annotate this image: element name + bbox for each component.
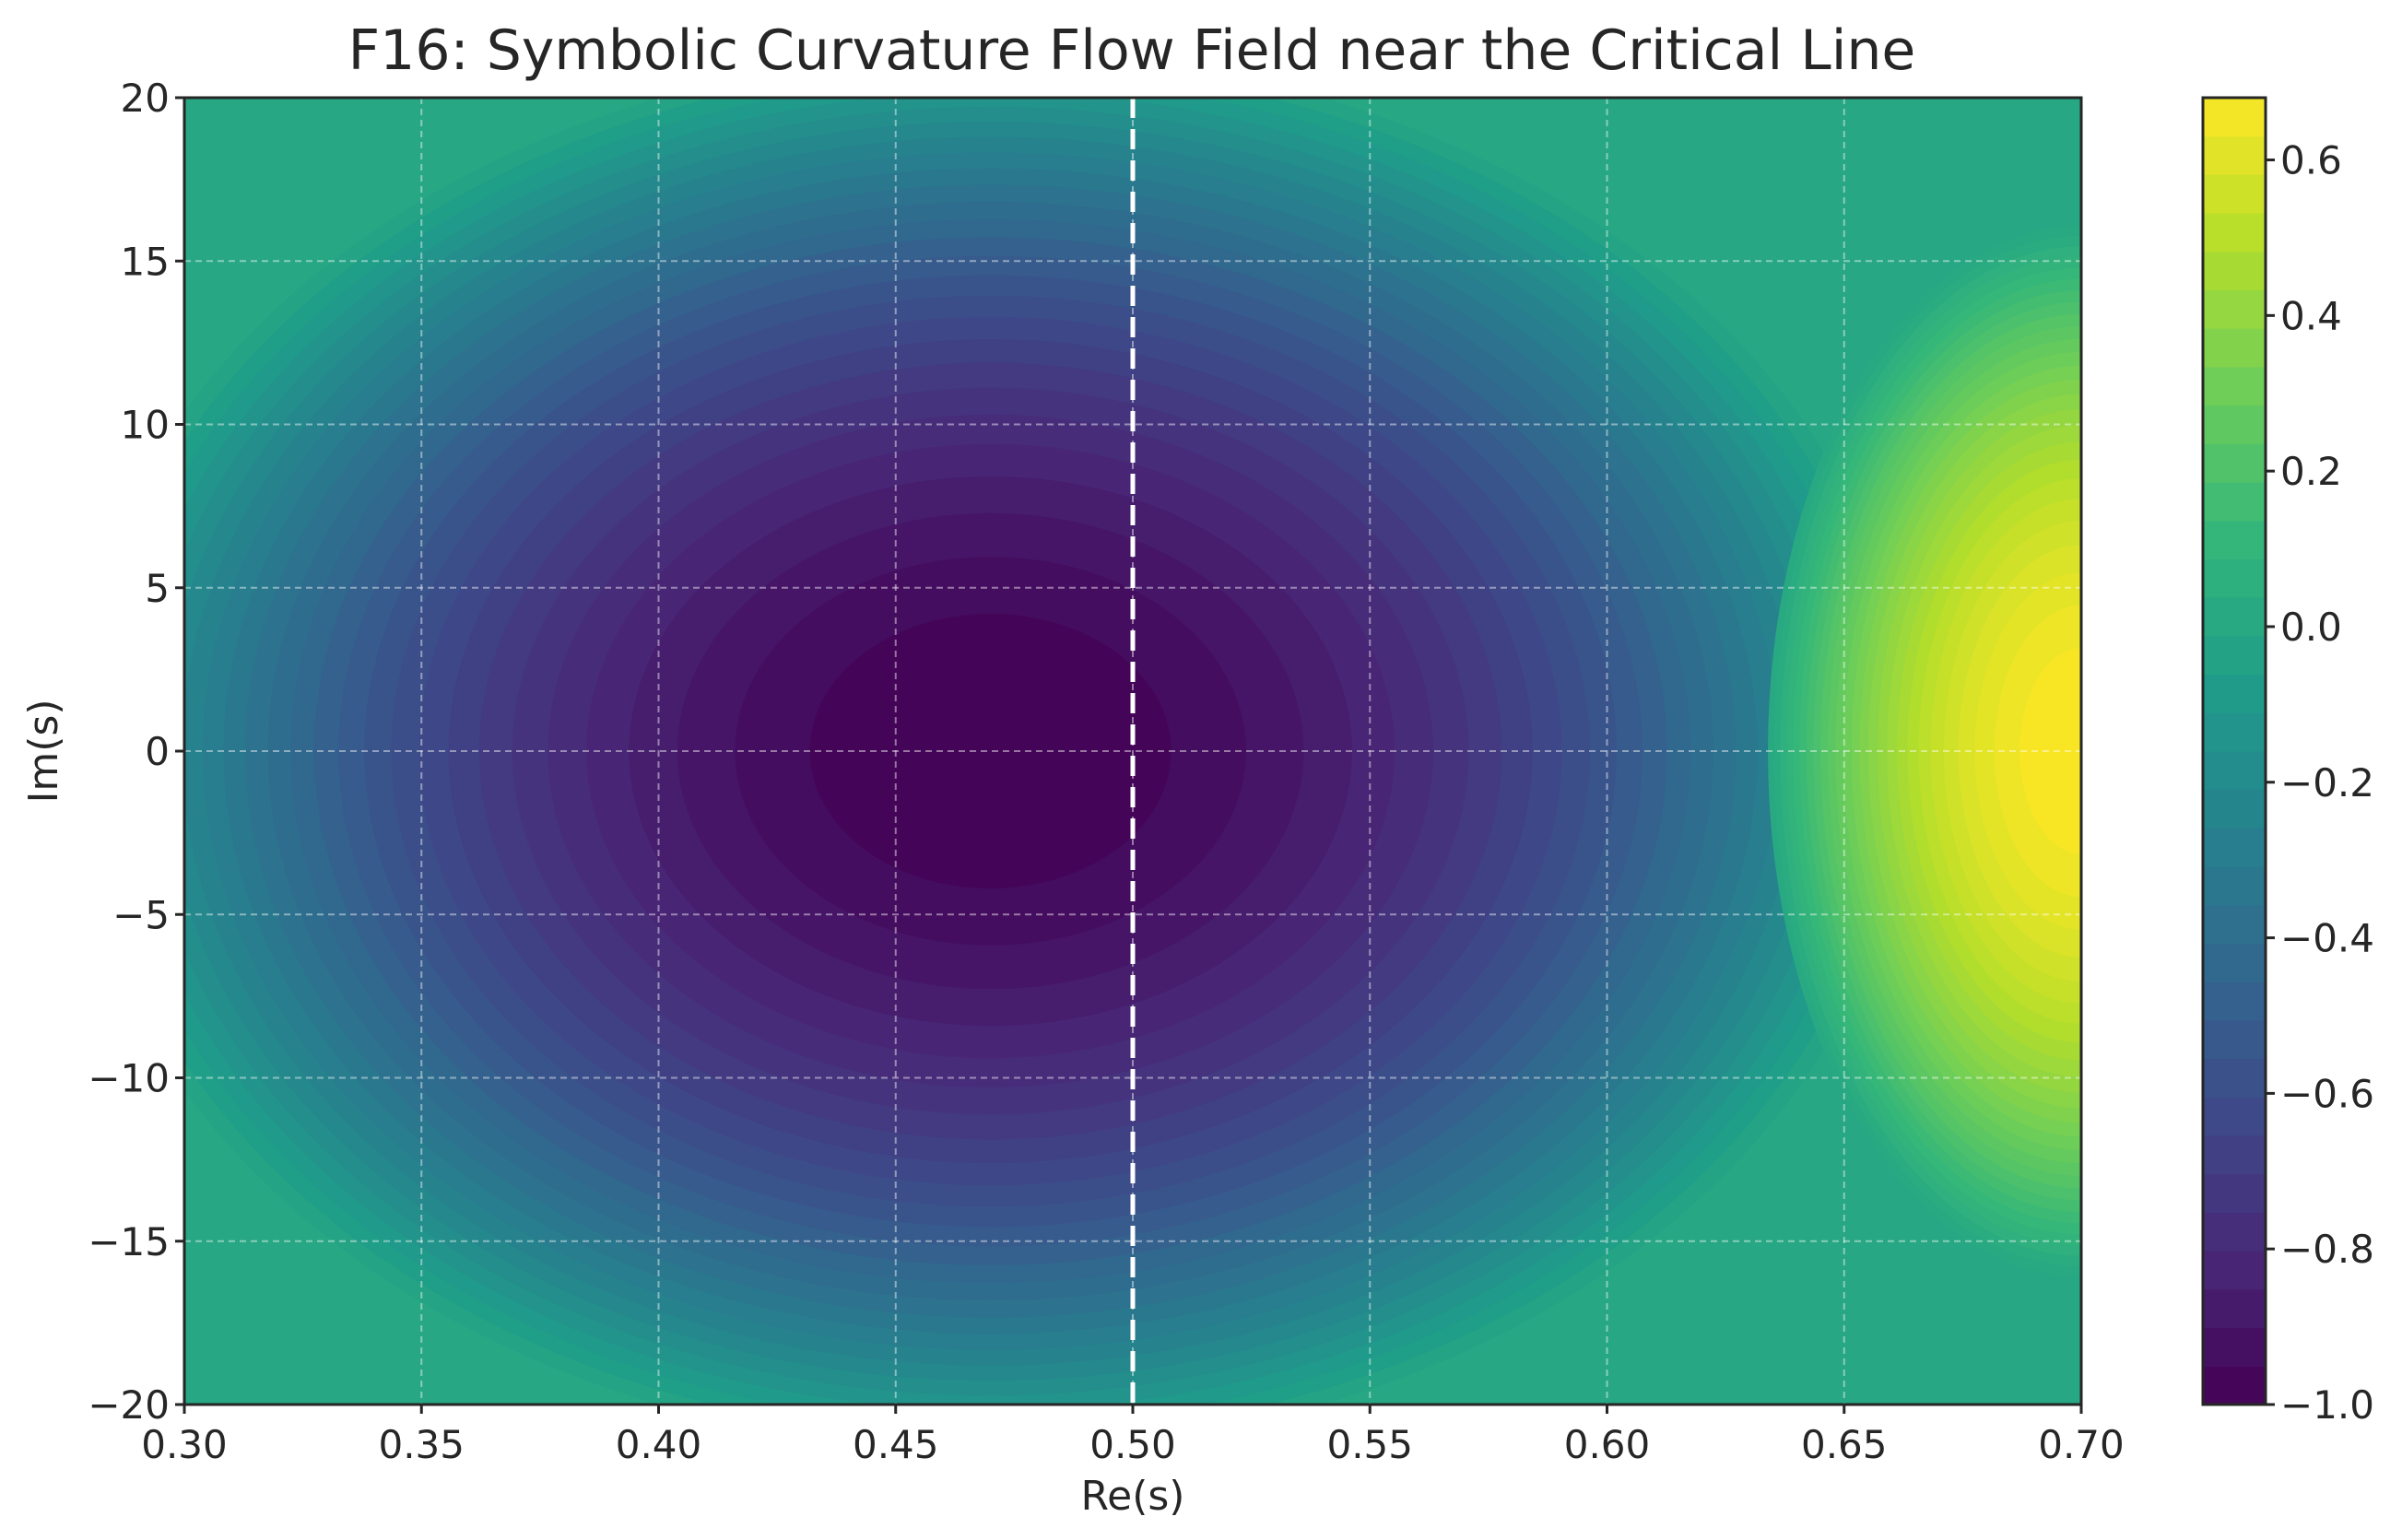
x-tick-label: 0.30 bbox=[141, 1422, 228, 1467]
colorbar-band bbox=[2203, 865, 2266, 906]
colorbar-band bbox=[2203, 789, 2266, 829]
x-tick-label: 0.40 bbox=[616, 1422, 702, 1467]
colorbar-band bbox=[2203, 366, 2266, 406]
y-axis-label: Im(s) bbox=[20, 699, 67, 803]
y-tick-label: −10 bbox=[88, 1056, 170, 1101]
positive-curvature-peak bbox=[1768, 226, 2081, 1276]
colorbar-tick-label: 0.0 bbox=[2280, 605, 2342, 650]
x-tick-label: 0.60 bbox=[1564, 1422, 1651, 1467]
colorbar-band bbox=[2203, 1365, 2266, 1405]
colorbar-band bbox=[2203, 135, 2266, 175]
colorbar-band bbox=[2203, 943, 2266, 982]
colorbar-tick-label: −0.4 bbox=[2280, 916, 2374, 961]
colorbar-tick-label: −0.6 bbox=[2280, 1071, 2374, 1116]
colorbar-axis: −1.0 −0.8 −0.6 −0.4 −0.2 0.0 0.2 0.4 0.6 bbox=[2266, 138, 2374, 1428]
x-tick-label: 0.35 bbox=[378, 1422, 465, 1467]
colorbar-band bbox=[2203, 904, 2266, 945]
x-tick-label: 0.55 bbox=[1326, 1422, 1413, 1467]
colorbar-band bbox=[2203, 481, 2266, 522]
y-tick-label: 10 bbox=[121, 403, 170, 448]
colorbar-band bbox=[2203, 1058, 2266, 1098]
colorbar-band bbox=[2203, 1211, 2266, 1252]
colorbar-tick-label: 0.4 bbox=[2280, 293, 2342, 338]
colorbar-tick-label: −1.0 bbox=[2280, 1382, 2374, 1428]
colorbar-band bbox=[2203, 405, 2266, 444]
colorbar-band bbox=[2203, 1173, 2266, 1213]
colorbar-band bbox=[2203, 711, 2266, 752]
colorbar-band bbox=[2203, 635, 2266, 676]
colorbar-band bbox=[2203, 1019, 2266, 1060]
colorbar-band bbox=[2203, 442, 2266, 483]
y-tick-label: −20 bbox=[88, 1382, 170, 1428]
x-tick-label: 0.45 bbox=[853, 1422, 939, 1467]
colorbar-band bbox=[2203, 674, 2266, 713]
colorbar-band bbox=[2203, 212, 2266, 253]
colorbar-band bbox=[2203, 289, 2266, 329]
y-tick-label: 20 bbox=[121, 76, 170, 121]
x-tick-label: 0.50 bbox=[1089, 1422, 1176, 1467]
colorbar-frame bbox=[2201, 96, 2267, 1406]
y-tick-label: −15 bbox=[88, 1219, 170, 1264]
colorbar-band bbox=[2203, 327, 2266, 368]
colorbar-band bbox=[2203, 1288, 2266, 1329]
colorbar bbox=[2201, 96, 2267, 1406]
colorbar-band bbox=[2203, 1250, 2266, 1290]
y-axis: 20 15 10 5 0 −5 −10 −15 −20 bbox=[88, 76, 184, 1428]
contour-band bbox=[809, 613, 1172, 889]
x-tick-label: 0.70 bbox=[2038, 1422, 2125, 1467]
chart-title: F16: Symbolic Curvature Flow Field near … bbox=[348, 18, 1916, 83]
colorbar-band bbox=[2203, 750, 2266, 791]
colorbar-band bbox=[2203, 173, 2266, 214]
heatmap-field bbox=[184, 98, 2081, 1405]
y-tick-label: −5 bbox=[112, 892, 170, 937]
colorbar-tick-label: 0.6 bbox=[2280, 138, 2342, 183]
colorbar-band bbox=[2203, 827, 2266, 867]
colorbar-band bbox=[2203, 97, 2266, 137]
contour-band bbox=[2019, 648, 2081, 854]
y-tick-label: 15 bbox=[121, 239, 170, 284]
colorbar-band bbox=[2203, 251, 2266, 291]
colorbar-band bbox=[2203, 1134, 2266, 1175]
colorbar-tick-label: −0.2 bbox=[2280, 760, 2374, 805]
y-tick-label: 5 bbox=[145, 566, 170, 611]
colorbar-tick-label: −0.8 bbox=[2280, 1227, 2374, 1272]
negative-curvature-well bbox=[184, 98, 1913, 1405]
x-tick-label: 0.65 bbox=[1801, 1422, 1888, 1467]
colorbar-band bbox=[2203, 1327, 2266, 1367]
colorbar-band bbox=[2203, 1096, 2266, 1136]
colorbar-band bbox=[2203, 981, 2266, 1021]
colorbar-band bbox=[2203, 558, 2266, 598]
x-axis: 0.30 0.35 0.40 0.45 0.50 0.55 0.60 0.65 0.70 bbox=[141, 1405, 2125, 1467]
colorbar-band bbox=[2203, 520, 2266, 559]
y-tick-label: 0 bbox=[145, 729, 170, 774]
x-axis-label: Re(s) bbox=[1081, 1473, 1185, 1520]
colorbar-tick-label: 0.2 bbox=[2280, 449, 2342, 494]
colorbar-band bbox=[2203, 596, 2266, 637]
